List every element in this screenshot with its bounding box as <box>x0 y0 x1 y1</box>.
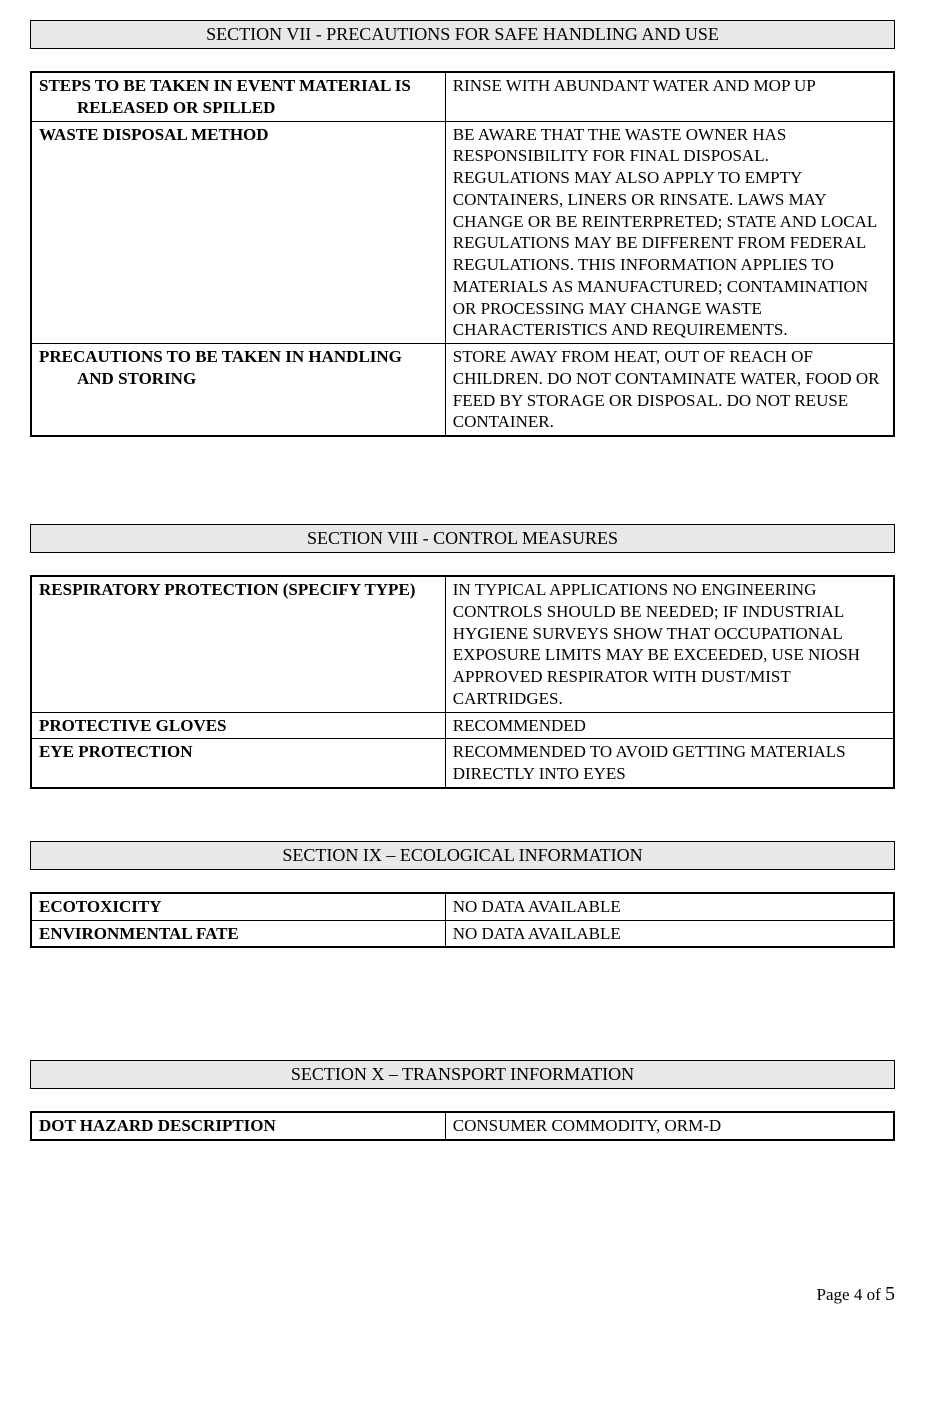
table-section-viii: RESPIRATORY PROTECTION (SPECIFY TYPE) IN… <box>30 575 895 789</box>
row-label: RESPIRATORY PROTECTION (SPECIFY TYPE) <box>31 576 445 712</box>
table-row: ECOTOXICITY NO DATA AVAILABLE <box>31 893 894 920</box>
footer-of: of <box>862 1285 885 1304</box>
row-label: ENVIRONMENTAL FATE <box>31 920 445 947</box>
table-row: EYE PROTECTION RECOMMENDED TO AVOID GETT… <box>31 739 894 788</box>
section-header-vii: SECTION VII - PRECAUTIONS FOR SAFE HANDL… <box>30 20 895 49</box>
row-label: DOT HAZARD DESCRIPTION <box>31 1112 445 1140</box>
section-header-viii: SECTION VIII - CONTROL MEASURES <box>30 524 895 553</box>
table-row: PRECAUTIONS TO BE TAKEN IN HANDLING AND … <box>31 344 894 437</box>
row-value: NO DATA AVAILABLE <box>445 920 894 947</box>
table-row: PROTECTIVE GLOVES RECOMMENDED <box>31 712 894 739</box>
footer-total: 5 <box>885 1283 895 1305</box>
row-label: STEPS TO BE TAKEN IN EVENT MATERIAL IS R… <box>31 72 445 121</box>
table-section-ix: ECOTOXICITY NO DATA AVAILABLE ENVIRONMEN… <box>30 892 895 949</box>
label-main: STEPS TO BE TAKEN IN EVENT MATERIAL IS <box>39 75 438 97</box>
row-label: PRECAUTIONS TO BE TAKEN IN HANDLING AND … <box>31 344 445 437</box>
table-row: RESPIRATORY PROTECTION (SPECIFY TYPE) IN… <box>31 576 894 712</box>
footer-prefix: Page <box>817 1285 854 1304</box>
section-header-ix: SECTION IX – ECOLOGICAL INFORMATION <box>30 841 895 870</box>
label-main: PRECAUTIONS TO BE TAKEN IN HANDLING <box>39 346 438 368</box>
table-section-x: DOT HAZARD DESCRIPTION CONSUMER COMMODIT… <box>30 1111 895 1141</box>
row-value: NO DATA AVAILABLE <box>445 893 894 920</box>
label-sub: AND STORING <box>39 368 438 390</box>
table-row: ENVIRONMENTAL FATE NO DATA AVAILABLE <box>31 920 894 947</box>
table-section-vii: STEPS TO BE TAKEN IN EVENT MATERIAL IS R… <box>30 71 895 437</box>
row-value: BE AWARE THAT THE WASTE OWNER HAS RESPON… <box>445 121 894 344</box>
row-value: RINSE WITH ABUNDANT WATER AND MOP UP <box>445 72 894 121</box>
row-label: EYE PROTECTION <box>31 739 445 788</box>
row-value: CONSUMER COMMODITY, ORM-D <box>445 1112 894 1140</box>
table-row: DOT HAZARD DESCRIPTION CONSUMER COMMODIT… <box>31 1112 894 1140</box>
row-value: STORE AWAY FROM HEAT, OUT OF REACH OF CH… <box>445 344 894 437</box>
row-label: ECOTOXICITY <box>31 893 445 920</box>
row-value: RECOMMENDED TO AVOID GETTING MATERIALS D… <box>445 739 894 788</box>
row-label: WASTE DISPOSAL METHOD <box>31 121 445 344</box>
row-label: PROTECTIVE GLOVES <box>31 712 445 739</box>
table-row: STEPS TO BE TAKEN IN EVENT MATERIAL IS R… <box>31 72 894 121</box>
label-sub: RELEASED OR SPILLED <box>39 97 438 119</box>
page-footer: Page 4 of 5 <box>30 1163 895 1306</box>
table-row: WASTE DISPOSAL METHOD BE AWARE THAT THE … <box>31 121 894 344</box>
label-main: WASTE DISPOSAL METHOD <box>39 124 438 146</box>
row-value: IN TYPICAL APPLICATIONS NO ENGINEERING C… <box>445 576 894 712</box>
section-header-x: SECTION X – TRANSPORT INFORMATION <box>30 1060 895 1089</box>
row-value: RECOMMENDED <box>445 712 894 739</box>
